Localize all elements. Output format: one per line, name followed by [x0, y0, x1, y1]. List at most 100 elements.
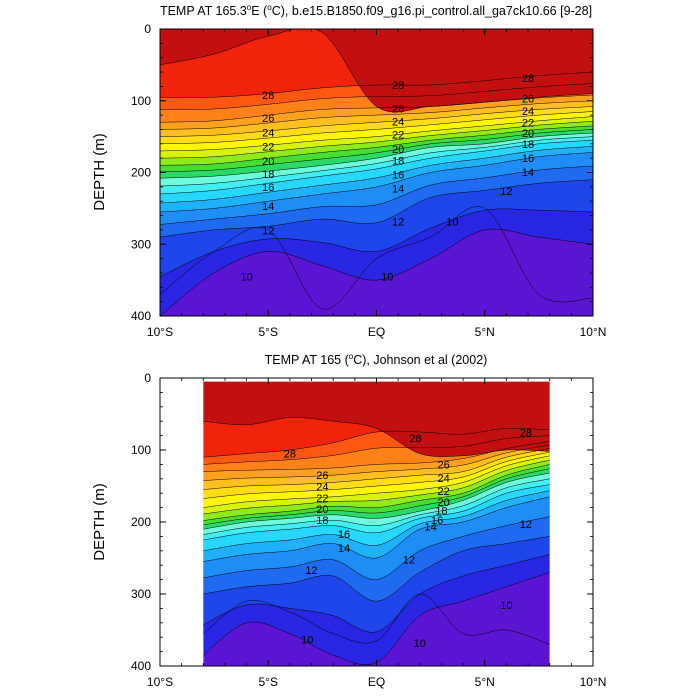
- isotherm-29: [160, 29, 593, 113]
- x-tick-label: 10°N: [580, 325, 607, 339]
- isotherm-13: [160, 165, 593, 225]
- isotherm-16: [160, 139, 593, 195]
- contour-label: 22: [522, 117, 534, 129]
- contour-label: 28: [284, 449, 296, 461]
- contour-label: 20: [392, 144, 404, 156]
- y-axis-label: DEPTH (m): [91, 133, 108, 211]
- panel-observation: TEMP AT 165 (oC), Johnson et al (2002) D…: [91, 352, 606, 689]
- y-tick-label: 0: [144, 22, 151, 36]
- contour-label: 12: [262, 226, 274, 238]
- axes: 10°S 5°S EQ 5°N 10°N 0 100 200 300 400: [131, 22, 606, 339]
- contour-label: 14: [522, 167, 534, 179]
- isotherm-22: [160, 116, 593, 152]
- x-tick-label: 5°N: [475, 675, 495, 689]
- contour-label: 28: [392, 80, 404, 92]
- isotherm-18: [160, 132, 593, 179]
- isotherm-23: [203, 451, 550, 499]
- isotherm-11: [203, 554, 550, 633]
- isotherm-9: [203, 593, 550, 645]
- contour-label: 28: [409, 433, 421, 445]
- contour-label: 14: [262, 201, 274, 213]
- contour-label: 12: [403, 554, 415, 566]
- isotherm-14: [203, 496, 550, 562]
- contour-label: 24: [392, 117, 404, 129]
- isotherm-29: [203, 417, 550, 457]
- missing-data-right: [549, 378, 593, 666]
- contour-labels: 2826242220181614121028262422201816141210…: [240, 73, 534, 284]
- contour-label: 16: [392, 170, 404, 182]
- contour-label: 16: [338, 529, 350, 541]
- contour-label: 14: [338, 543, 350, 555]
- isotherm-9: [160, 206, 593, 310]
- x-tick-label: 5°N: [475, 325, 495, 339]
- contour-label: 24: [437, 473, 449, 485]
- isotherm-10: [160, 228, 593, 316]
- contour-label: 26: [316, 470, 328, 482]
- x-tick-label: EQ: [368, 675, 385, 689]
- y-tick-label: 0: [144, 371, 151, 385]
- contour-label: 22: [437, 486, 449, 498]
- contour-label: 18: [435, 505, 447, 517]
- isotherm-15: [160, 146, 593, 204]
- y-axis-label: DEPTH (m): [91, 483, 108, 561]
- contour-label: 10: [500, 600, 512, 612]
- contour-label: 20: [522, 128, 534, 140]
- contour-lines: [160, 29, 593, 316]
- contour-label: 10: [446, 216, 458, 228]
- contour-label: 16: [522, 153, 534, 165]
- contour-label: 22: [316, 493, 328, 505]
- contour-band-29: [203, 381, 550, 457]
- y-tick-label: 300: [131, 587, 151, 601]
- isotherm-20: [160, 125, 593, 166]
- contour-label: 20: [262, 156, 274, 168]
- contour-label: 22: [262, 142, 274, 154]
- isotherm-11: [160, 208, 593, 277]
- contour-label: 10: [381, 272, 393, 284]
- isotherm-25: [203, 444, 550, 481]
- isotherm-27: [160, 83, 593, 110]
- y-tick-label: 100: [131, 443, 151, 457]
- isotherm-18: [203, 472, 550, 530]
- isotherm-15: [203, 490, 550, 552]
- contour-label: 26: [522, 94, 534, 106]
- isotherm-16: [203, 484, 550, 541]
- y-tick-label: 200: [131, 166, 151, 180]
- isotherm-19: [160, 129, 593, 173]
- y-tick-label: 100: [131, 94, 151, 108]
- contour-label: 16: [262, 182, 274, 194]
- contour-label: 26: [437, 459, 449, 471]
- y-tick-label: 300: [131, 237, 151, 251]
- contour-label: 12: [392, 216, 404, 228]
- y-tick-label: 200: [131, 515, 151, 529]
- missing-data-left: [160, 378, 204, 666]
- contour-label: 26: [392, 104, 404, 116]
- contour-label: 18: [262, 169, 274, 181]
- isotherm-22: [203, 455, 550, 508]
- contour-label: 14: [392, 183, 404, 195]
- x-tick-label: 10°N: [580, 675, 607, 689]
- isotherm-28: [160, 71, 593, 98]
- contour-label: 10: [240, 272, 252, 284]
- isotherm-12: [160, 179, 593, 238]
- x-tick-label: EQ: [368, 325, 385, 339]
- contour-fills: [160, 29, 593, 316]
- isotherm-24: [160, 106, 593, 137]
- isotherm-21: [160, 120, 593, 159]
- isotherm-17: [160, 136, 593, 187]
- contour-label: 26: [262, 113, 274, 125]
- contour-label: 20: [437, 497, 449, 509]
- isotherm-28: [203, 428, 550, 458]
- chart-title: TEMP AT 165 (oC), Johnson et al (2002): [265, 352, 488, 367]
- contour-label: 16: [431, 515, 443, 527]
- contour-label: 18: [316, 515, 328, 527]
- contour-label: 14: [425, 521, 437, 533]
- contour-label: 24: [522, 106, 534, 118]
- contour-label: 18: [392, 155, 404, 167]
- contour-lines: [203, 417, 550, 665]
- panel-model: TEMP AT 165.3oE (oC), b.e15.B1850.f09_g1…: [91, 3, 606, 339]
- x-tick-label: 5°S: [259, 325, 278, 339]
- contour-label: 12: [520, 519, 532, 531]
- isotherm-25: [160, 100, 593, 130]
- y-tick-label: 400: [131, 659, 151, 673]
